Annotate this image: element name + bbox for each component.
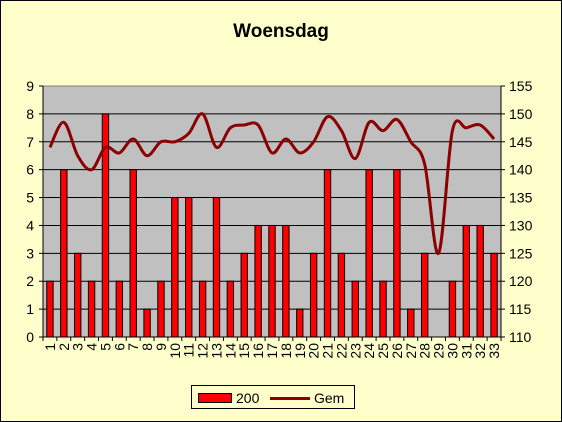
bar (476, 224, 484, 338)
bar (379, 280, 387, 338)
bar (268, 224, 276, 338)
x-tick-label: 33 (486, 343, 502, 359)
x-tick-label: 24 (361, 343, 377, 359)
bar (351, 280, 359, 338)
x-tick-label: 5 (97, 343, 113, 351)
x-tick-label: 2 (56, 343, 72, 351)
x-tick-label: 9 (153, 343, 169, 351)
y-left-tick-label: 9 (26, 78, 34, 94)
chart-title: Woensdag (233, 21, 329, 42)
bar (46, 280, 54, 338)
legend-swatch-line (270, 396, 310, 400)
bar (337, 252, 346, 338)
y-left-tick-label: 1 (26, 301, 34, 317)
legend-item-bar: 200 (198, 389, 259, 407)
bar (74, 252, 82, 338)
x-tick-label: 7 (125, 343, 141, 351)
bar (143, 308, 151, 338)
bar (282, 224, 290, 338)
legend-swatch-bar (198, 393, 232, 403)
series-line-gem (48, 112, 496, 255)
x-tick-label: 1 (42, 343, 58, 351)
x-tick-label: 14 (222, 343, 238, 359)
x-tick-label: 8 (139, 343, 155, 351)
legend-label-bar: 200 (236, 390, 260, 406)
bar (309, 252, 318, 338)
y-left-tick-label: 0 (26, 329, 34, 345)
bar (448, 280, 457, 338)
y-left-tick-label: 8 (26, 106, 34, 122)
bar (60, 169, 68, 338)
y-left-tick-label: 7 (26, 134, 34, 150)
x-tick-label: 30 (444, 343, 460, 359)
y-right-tick-label: 140 (509, 162, 533, 178)
x-tick-label: 23 (347, 343, 363, 359)
x-tick-label: 6 (111, 343, 127, 351)
x-tick-label: 3 (70, 343, 86, 351)
bar (115, 280, 124, 338)
x-tick-label: 21 (320, 343, 336, 359)
bar (407, 308, 415, 338)
y-left-tick-label: 2 (26, 273, 34, 289)
x-tick-label: 28 (417, 343, 433, 359)
bar (198, 280, 207, 338)
y-right-tick-label: 135 (509, 190, 533, 206)
bar (365, 169, 373, 338)
bar (171, 197, 179, 338)
bar (323, 169, 332, 338)
bar (254, 224, 262, 338)
bar (462, 224, 470, 338)
x-tick-label: 18 (278, 343, 294, 359)
y-right-tick-label: 110 (509, 329, 532, 345)
x-tick-label: 22 (333, 343, 349, 359)
y-left-tick-label: 5 (26, 190, 34, 206)
x-tick-label: 20 (306, 343, 322, 359)
bar (87, 280, 96, 338)
y-right-tick-label: 120 (509, 273, 533, 289)
legend-label-line: Gem (314, 390, 345, 406)
x-tick-label: 15 (236, 343, 252, 359)
y-right-tick-label: 125 (509, 245, 533, 261)
bar (185, 197, 193, 338)
x-tick-label: 4 (84, 343, 100, 351)
x-tick-label: 29 (431, 343, 447, 359)
y-right-tick-label: 130 (509, 217, 533, 233)
bar (226, 280, 235, 338)
y-right-tick-label: 155 (509, 78, 533, 94)
bar (296, 308, 304, 338)
x-tick-label: 27 (403, 343, 419, 359)
legend-item-line: Gem (270, 389, 344, 407)
bar (240, 252, 248, 338)
bar (212, 197, 221, 338)
bar (490, 252, 498, 338)
x-tick-label: 32 (472, 343, 488, 359)
x-tick-label: 31 (458, 343, 474, 359)
bar (393, 169, 401, 338)
y-left-tick-label: 4 (26, 217, 34, 233)
bar (157, 280, 165, 338)
bar (129, 169, 137, 338)
x-tick-label: 13 (208, 343, 224, 359)
x-tick-label: 10 (167, 343, 183, 359)
y-left-tick-label: 3 (26, 245, 34, 261)
legend: 200 Gem (191, 385, 355, 409)
x-tick-label: 25 (375, 343, 391, 359)
bar (420, 252, 429, 338)
x-tick-label: 16 (250, 343, 266, 359)
y-left-tick-label: 6 (26, 162, 34, 178)
y-right-tick-label: 145 (509, 134, 533, 150)
x-tick-label: 19 (292, 343, 308, 359)
x-tick-label: 12 (195, 343, 211, 359)
x-tick-label: 11 (181, 343, 197, 358)
x-tick-label: 17 (264, 343, 280, 359)
x-tick-label: 26 (389, 343, 405, 359)
y-right-tick-label: 115 (509, 301, 532, 317)
y-right-tick-label: 150 (509, 106, 533, 122)
